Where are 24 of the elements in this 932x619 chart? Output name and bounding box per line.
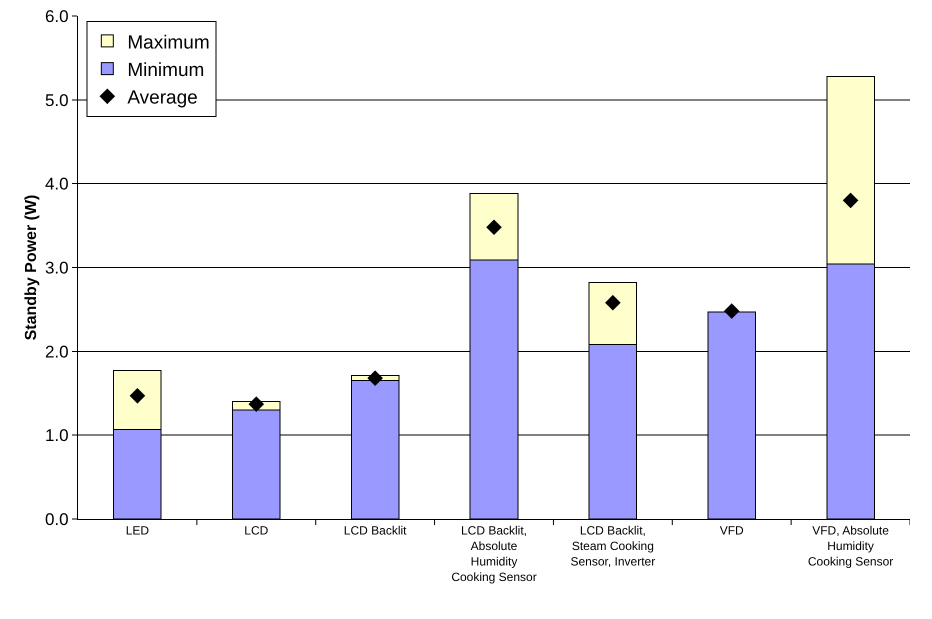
- legend-label: Minimum: [127, 60, 204, 81]
- legend-label: Average: [127, 88, 198, 109]
- y-tick-label: 3.0: [44, 258, 69, 278]
- y-tick-label: 2.0: [44, 342, 69, 362]
- y-tick-label: 0.0: [44, 510, 69, 529]
- point: [605, 294, 621, 311]
- x-tick-label: VFD, Absolute Humidity Cooking Sensor: [808, 523, 894, 569]
- y-tick-label: 5.0: [44, 90, 69, 110]
- point: [248, 396, 264, 412]
- x-tick-label: LED: [126, 523, 150, 538]
- point: [486, 219, 502, 236]
- y-axis-title: Standby Power (W): [23, 194, 40, 340]
- point: [724, 303, 740, 319]
- point: [367, 370, 383, 386]
- y-tick-label: 1.0: [44, 426, 69, 446]
- x-tick-label: VFD: [720, 523, 744, 538]
- x-tick-label: LCD Backlit, Steam Cooking Sensor, Inverter: [570, 523, 656, 569]
- x-tick-label: LCD Backlit, Absolute Humidity Cooking Sensor: [451, 523, 537, 584]
- y-tick-label: 6.0: [44, 6, 69, 26]
- legend-label: Maximum: [127, 32, 210, 54]
- point: [842, 192, 858, 208]
- y-tick-label: 4.0: [44, 174, 69, 194]
- x-tick-label: LCD: [244, 523, 269, 538]
- x-tick-label: LCD Backlit: [344, 523, 408, 538]
